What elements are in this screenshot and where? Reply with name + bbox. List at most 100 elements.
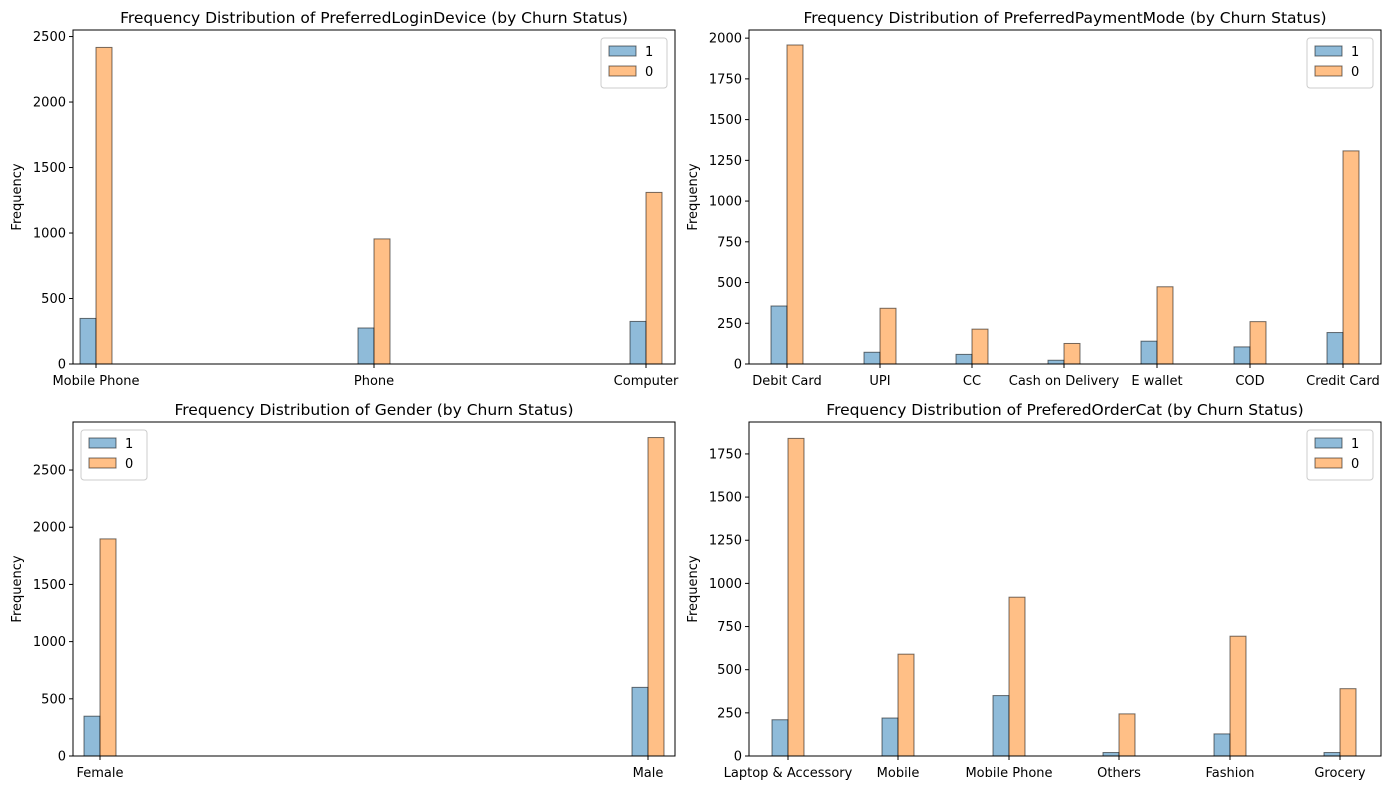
bar-series-1-cash-on-delivery [1047,359,1065,365]
y-tick-label: 1500 [709,113,742,128]
bar-series-1-grocery [1323,752,1341,757]
bar-series-1-credit-card [1326,332,1344,365]
bar-series-0-laptop-accessory [787,437,805,757]
y-tick-label: 500 [717,276,742,291]
bar-series-0-fashion [1229,635,1247,757]
bar-series-1-others [1102,752,1120,757]
bar-series-1-cod [1233,346,1251,365]
x-tick-label: Female [76,766,123,781]
y-tick-label: 1250 [709,154,742,169]
legend-label: 0 [125,457,133,472]
x-tick-label: UPI [869,374,890,389]
y-axis-label: Frequency [10,555,25,622]
y-tick-label: 1250 [709,534,742,549]
plot-frame [72,421,676,757]
bar-series-1-laptop-accessory [771,719,789,757]
legend: 10 [1306,429,1374,481]
y-axis-label: Frequency [686,555,701,622]
legend-swatch-0 [608,65,637,77]
x-tick-label: CC [963,374,981,389]
x-tick-label: Mobile Phone [965,766,1052,781]
y-tick-label: 2000 [709,32,742,47]
x-tick-label: E wallet [1131,374,1182,389]
chart-panel-4: Frequency Distribution of PreferedOrderC… [686,401,1382,781]
bar-series-1-computer [629,320,647,365]
bar-series-1-male [631,686,649,757]
x-tick-label: Grocery [1314,766,1366,781]
x-tick-label: Mobile Phone [52,374,139,389]
legend-label: 0 [1351,65,1359,80]
bar-series-0-grocery [1339,688,1357,757]
bar-series-1-mobile-phone [79,317,97,365]
legend: 10 [1306,37,1374,89]
x-tick-label: Cash on Delivery [1009,374,1120,389]
y-tick-label: 1000 [709,577,742,592]
y-tick-label: 0 [58,358,66,373]
y-tick-label: 1500 [33,578,66,593]
y-tick-label: 500 [41,292,66,307]
x-tick-label: Fashion [1205,766,1254,781]
bar-series-0-others [1118,713,1136,757]
bar-series-0-cod [1249,321,1267,365]
legend-swatch-1 [88,437,117,449]
y-tick-label: 250 [717,317,742,332]
legend-label: 1 [1351,437,1359,452]
bar-series-0-cc [971,328,989,365]
chart-title: Frequency Distribution of PreferredLogin… [120,9,628,27]
y-tick-label: 1750 [709,72,742,87]
y-tick-label: 0 [734,358,742,373]
y-axis-label: Frequency [686,163,701,230]
x-tick-label: Mobile [877,766,920,781]
legend-swatch-0 [1314,65,1343,77]
bar-series-1-mobile-phone [992,695,1010,757]
y-tick-label: 1500 [33,161,66,176]
legend-label: 1 [1351,45,1359,60]
x-tick-label: Phone [354,374,394,389]
plot-frame [748,421,1382,757]
legend-swatch-1 [1314,45,1343,57]
y-tick-label: 2500 [33,30,66,45]
x-tick-label: Others [1097,766,1141,781]
bar-series-0-credit-card [1342,150,1360,365]
y-tick-label: 2000 [33,96,66,111]
bar-series-0-mobile-phone [95,46,113,365]
bar-series-1-female [83,715,101,757]
legend: 10 [600,37,668,89]
x-tick-label: Male [633,766,664,781]
x-tick-label: Debit Card [752,374,822,389]
chart-panel-3: Frequency Distribution of Gender (by Chu… [10,401,676,781]
y-tick-label: 1500 [709,491,742,506]
x-tick-label: Credit Card [1306,374,1380,389]
bar-series-0-mobile [897,653,915,757]
bar-series-0-cash-on-delivery [1063,342,1081,365]
bar-series-1-mobile [881,717,899,757]
bar-series-1-debit-card [770,305,788,365]
y-tick-label: 2500 [33,464,66,479]
legend-label: 0 [645,65,653,80]
plot-frame [72,29,676,365]
bar-series-0-male [647,437,665,757]
legend: 10 [80,429,148,481]
bar-series-0-upi [879,307,897,365]
x-tick-label: Laptop & Accessory [724,766,853,781]
bar-series-0-e-wallet [1156,286,1174,365]
bar-series-0-computer [645,191,663,365]
chart-panel-2: Frequency Distribution of PreferredPayme… [686,9,1382,389]
legend-swatch-1 [608,45,637,57]
chart-title: Frequency Distribution of PreferredPayme… [803,9,1326,27]
y-axis-label: Frequency [10,163,25,230]
legend-label: 1 [645,45,653,60]
bar-series-0-phone [373,238,391,365]
bar-series-0-mobile-phone [1008,596,1026,757]
bar-series-1-phone [357,327,375,365]
y-tick-label: 500 [41,692,66,707]
chart-panel-1: Frequency Distribution of PreferredLogin… [10,9,679,389]
bar-series-1-fashion [1213,733,1231,757]
bar-series-0-debit-card [786,44,804,365]
bar-series-1-upi [863,351,881,365]
legend-label: 1 [125,437,133,452]
legend-swatch-0 [1314,457,1343,469]
legend-label: 0 [1351,457,1359,472]
y-tick-label: 1000 [709,195,742,210]
legend-swatch-1 [1314,437,1343,449]
